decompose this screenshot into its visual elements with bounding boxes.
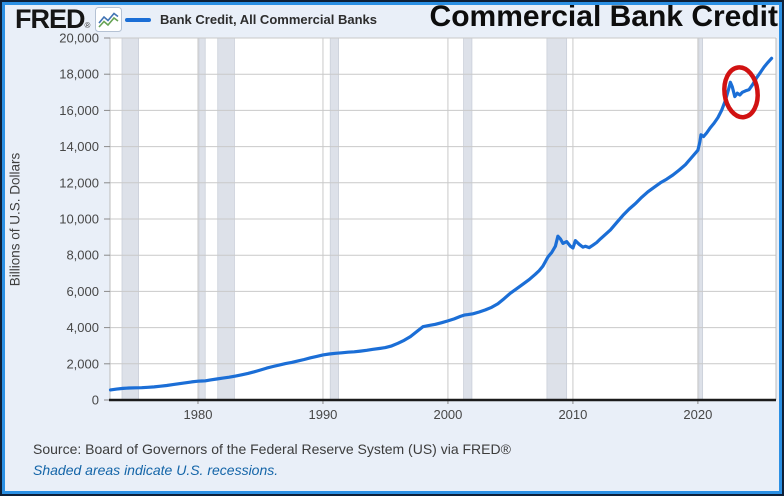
legend-series-label[interactable]: Bank Credit, All Commercial Banks bbox=[160, 12, 377, 27]
y-tick-label: 0 bbox=[92, 393, 99, 408]
x-tick-label: 1990 bbox=[308, 407, 337, 422]
y-tick-label: 18,000 bbox=[59, 67, 99, 82]
chart-header: FRED® Bank Credit, All Commercial Banks … bbox=[0, 0, 784, 38]
x-tick-label: 2000 bbox=[433, 407, 462, 422]
legend: Bank Credit, All Commercial Banks bbox=[125, 12, 377, 27]
y-tick-label: 6,000 bbox=[66, 284, 99, 299]
y-axis-title: Billions of U.S. Dollars bbox=[7, 152, 23, 287]
fred-logo[interactable]: FRED® bbox=[15, 4, 91, 34]
recession-note-link[interactable]: Shaded areas indicate U.S. recessions. bbox=[33, 462, 279, 478]
y-tick-label: 12,000 bbox=[59, 175, 99, 190]
y-tick-label: 16,000 bbox=[59, 103, 99, 118]
y-tick-label: 10,000 bbox=[59, 212, 99, 227]
fred-sparkline-icon bbox=[95, 7, 122, 32]
x-tick-label: 2010 bbox=[558, 407, 587, 422]
x-tick-label: 2020 bbox=[683, 407, 712, 422]
x-tick-label: 1980 bbox=[184, 407, 213, 422]
source-text: Source: Board of Governors of the Federa… bbox=[33, 441, 511, 457]
y-tick-label: 8,000 bbox=[66, 248, 99, 263]
y-tick-label: 20,000 bbox=[59, 31, 99, 46]
legend-line-swatch bbox=[125, 17, 151, 22]
chart-title: Commercial Bank Credit bbox=[429, 0, 778, 33]
y-tick-label: 4,000 bbox=[66, 320, 99, 335]
annotation-circle bbox=[722, 65, 760, 120]
y-tick-label: 14,000 bbox=[59, 139, 99, 154]
registered-mark: ® bbox=[84, 21, 91, 30]
data-line bbox=[108, 56, 774, 392]
y-tick-label: 2,000 bbox=[66, 356, 99, 371]
